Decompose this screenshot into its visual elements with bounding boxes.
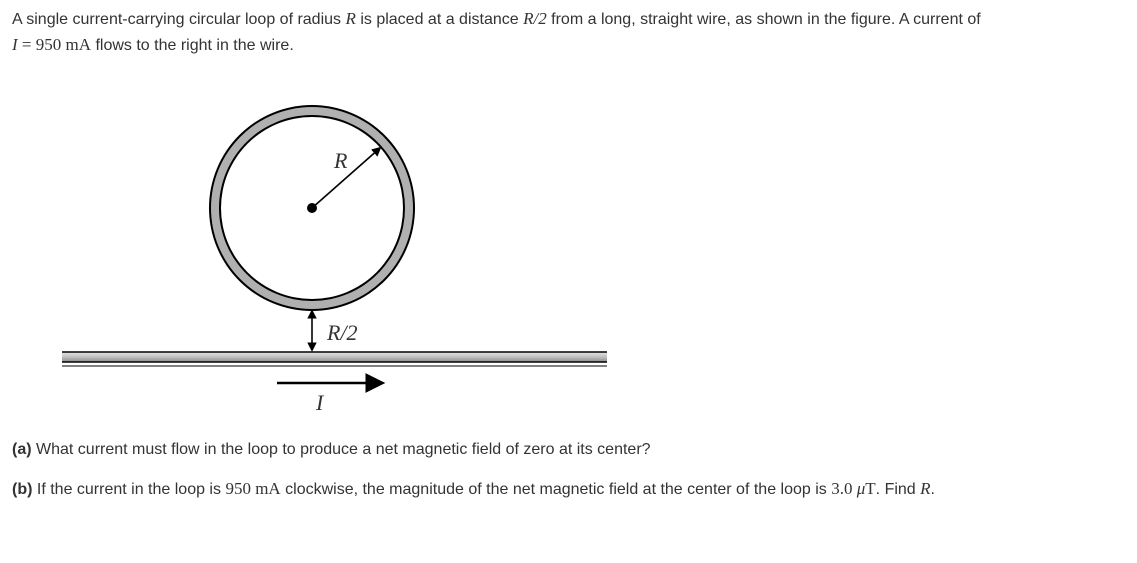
center-dot (307, 203, 317, 213)
label-R-over-2: R/2 (326, 320, 358, 345)
part-a-text: What current must flow in the loop to pr… (32, 441, 651, 458)
intro-text-d: flows to the right in the wire. (91, 37, 294, 54)
part-b-R: R (920, 479, 930, 498)
wire-body (62, 352, 607, 362)
figure-svg: I R/2 R (52, 78, 612, 420)
part-b-text-c: . Find (876, 481, 920, 498)
intro-text-a: A single current-carrying circular loop … (12, 11, 345, 28)
figure: I R/2 R (52, 78, 1125, 420)
label-I: I (315, 390, 325, 415)
part-b-label: (b) (12, 481, 32, 498)
part-a: (a) What current must flow in the loop t… (12, 438, 1125, 462)
label-R: R (333, 148, 348, 173)
part-b-text-d: . (931, 481, 935, 498)
problem-page: A single current-carrying circular loop … (0, 0, 1137, 502)
part-b: (b) If the current in the loop is 950 mA… (12, 476, 1125, 502)
part-b-field: 3.0 μT (831, 479, 875, 498)
part-b-text-a: If the current in the loop is (32, 481, 225, 498)
var-R: R (345, 9, 355, 28)
part-b-text-b: clockwise, the magnitude of the net magn… (281, 481, 832, 498)
current-eqn: I = 950 mA (12, 35, 91, 54)
part-a-label: (a) (12, 441, 32, 458)
intro-text-c: from a long, straight wire, as shown in … (547, 11, 981, 28)
intro-text-b: is placed at a distance (356, 11, 523, 28)
part-b-current: 950 mA (225, 479, 280, 498)
problem-statement: A single current-carrying circular loop … (12, 6, 1125, 58)
var-R-over-2: R/2 (523, 9, 547, 28)
